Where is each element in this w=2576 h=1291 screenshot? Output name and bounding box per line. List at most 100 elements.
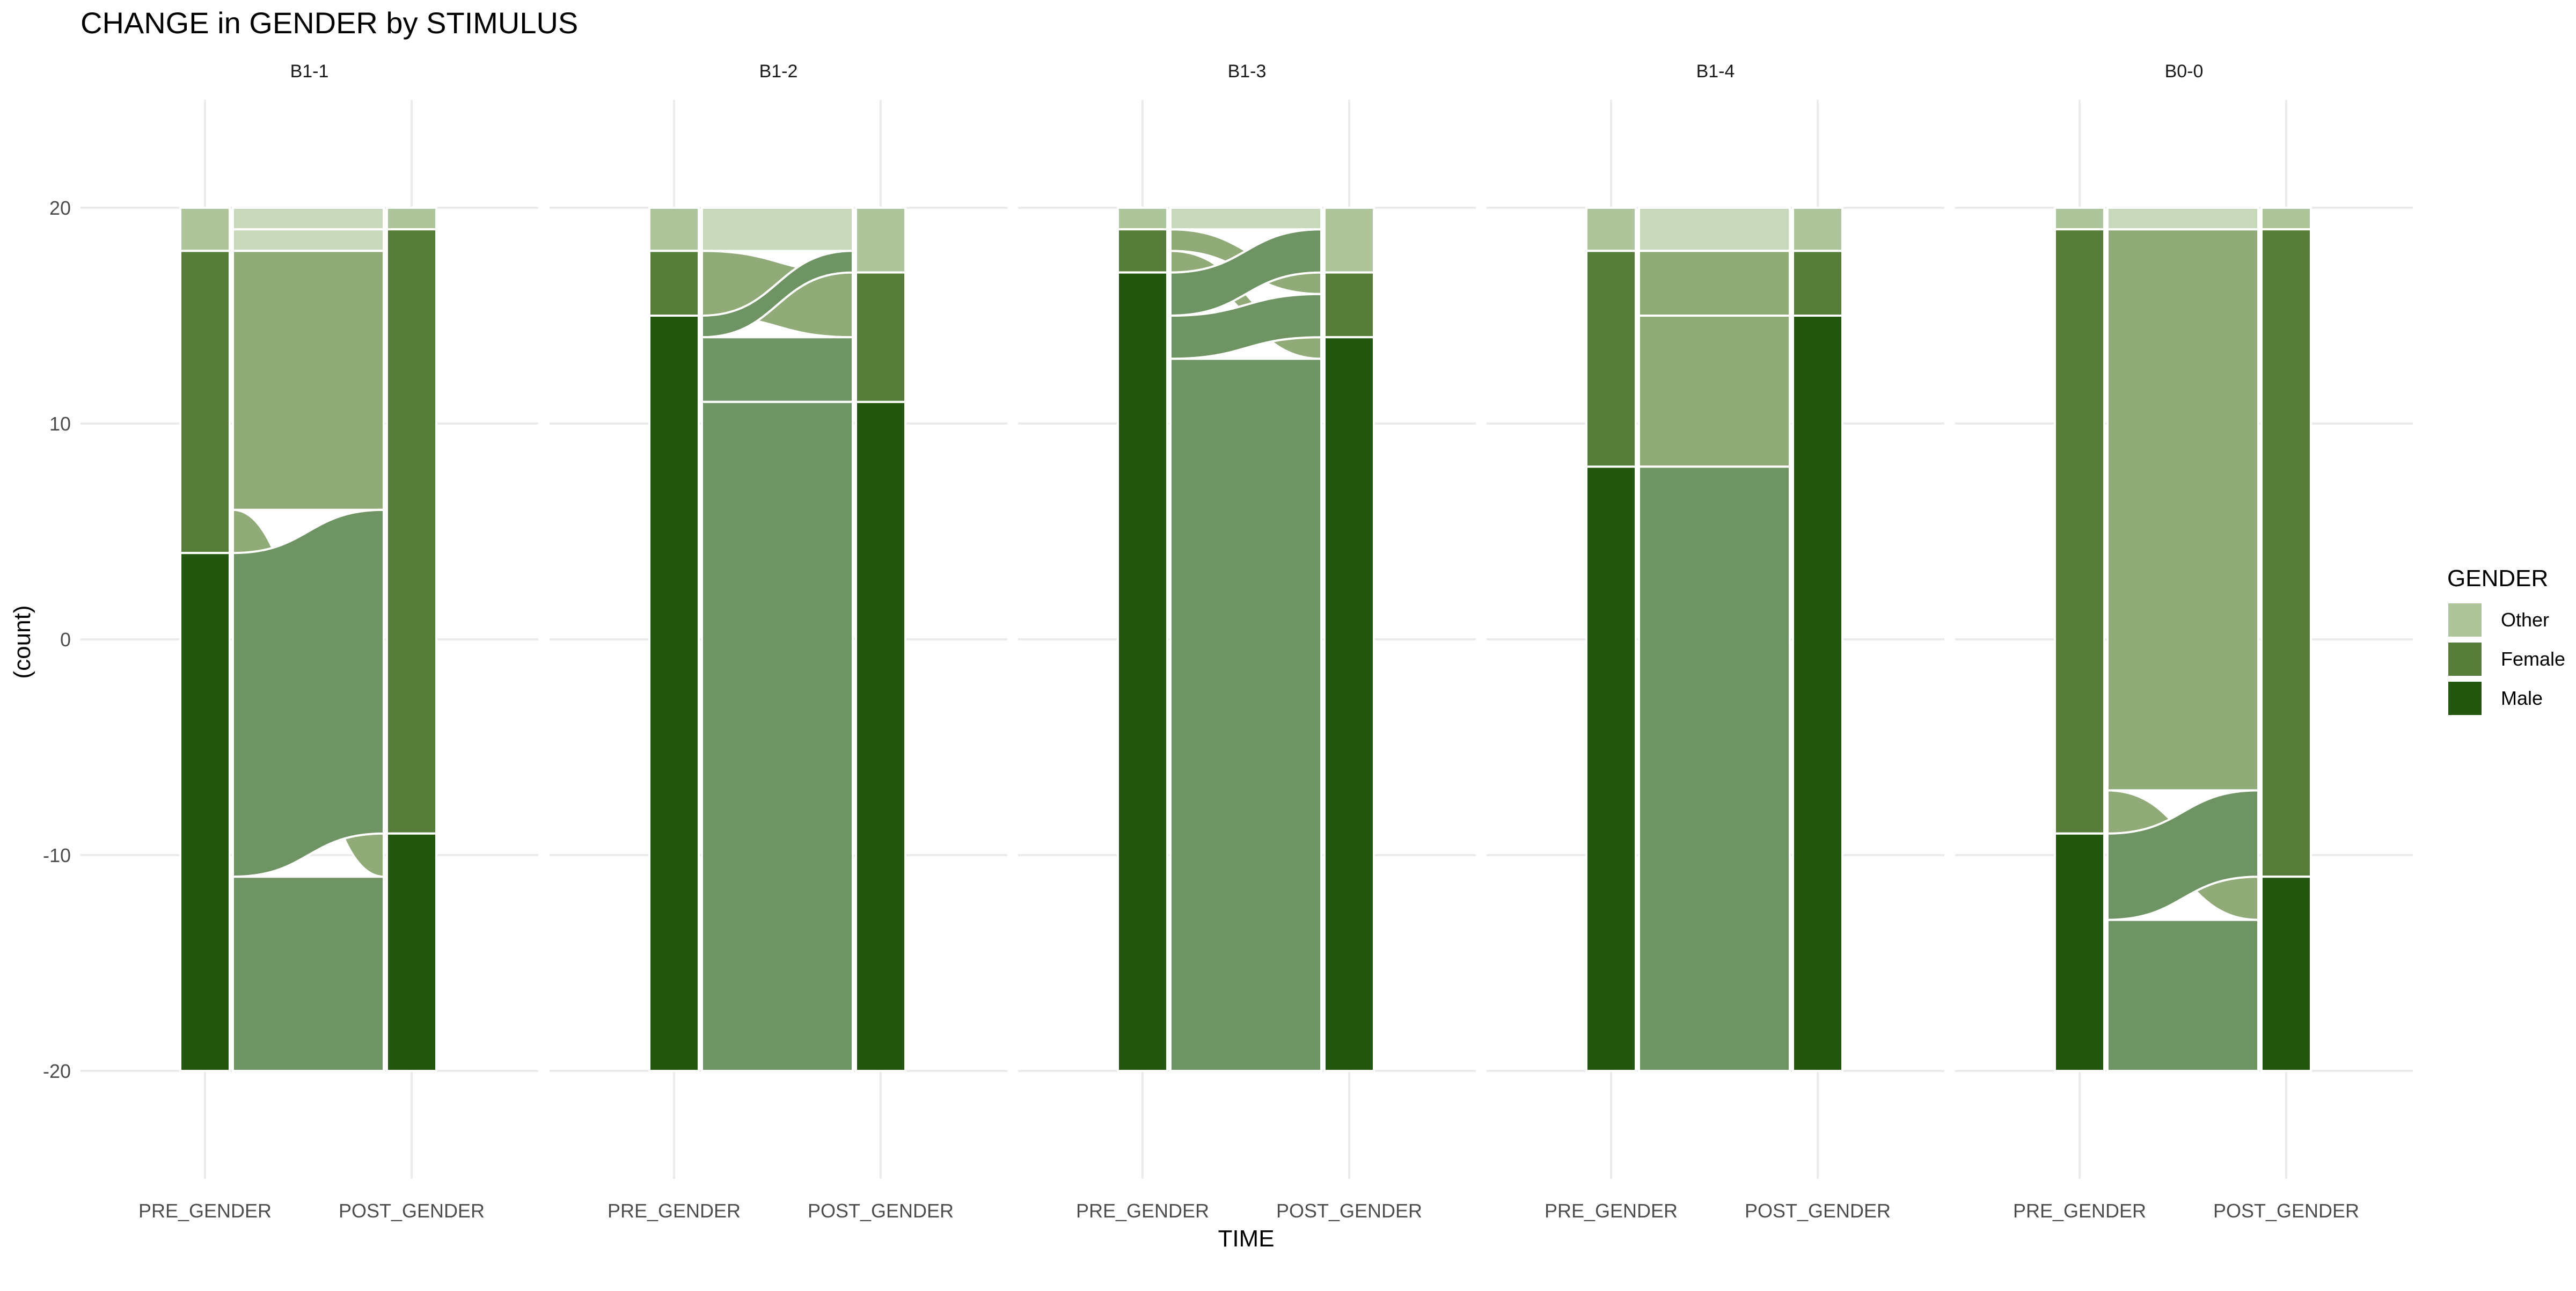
facet-panel-B0-0: B0-0 PRE_GENDER POST_GENDER xyxy=(1955,61,2413,1222)
strata xyxy=(648,207,906,1072)
legend: GENDER Other Female Male xyxy=(2447,565,2565,715)
flow-male-to-other xyxy=(701,250,854,339)
flow-male-to-male xyxy=(1638,465,1791,1073)
y-tick-label: -20 xyxy=(43,1060,71,1082)
flow-other-to-other xyxy=(701,206,854,252)
pre-stratum-female xyxy=(1585,250,1637,468)
flow-male-to-male xyxy=(232,876,385,1073)
x-tick-label: POST_GENDER xyxy=(808,1200,954,1222)
facet-label: B1-4 xyxy=(1696,61,1735,82)
post-stratum-female xyxy=(1792,250,1843,317)
post-stratum-other xyxy=(855,207,906,274)
strata xyxy=(1585,207,1843,1072)
flow-male-to-male xyxy=(1169,358,1322,1073)
x-tick-label: PRE_GENDER xyxy=(1545,1200,1678,1222)
post-stratum-female xyxy=(1323,271,1375,339)
x-tick-label: PRE_GENDER xyxy=(2013,1200,2146,1222)
y-tick-label: 0 xyxy=(60,629,71,651)
facet-panel-B1-2: B1-2 PRE_GENDER POST_GENDER xyxy=(550,61,1007,1222)
pre-stratum-male xyxy=(1585,465,1637,1072)
pre-stratum-other xyxy=(179,207,231,252)
flow-male-to-male xyxy=(2106,918,2259,1073)
flows xyxy=(1638,206,1791,1073)
flow-female-to-female xyxy=(1638,250,1791,317)
facet-panel-B1-3: B1-3 PRE_GENDER POST_GENDER xyxy=(1018,61,1476,1222)
facet-panels: B1-1 PRE_GENDER POST_GENDER B1-2 PRE_GENDER P… xyxy=(80,61,2413,1222)
post-stratum-male xyxy=(1792,315,1843,1072)
x-tick-label: POST_GENDER xyxy=(339,1200,485,1222)
flows xyxy=(2106,206,2259,1073)
flow-female-to-female xyxy=(2106,228,2259,792)
post-stratum-other xyxy=(1792,207,1843,252)
post-stratum-female xyxy=(2260,228,2312,878)
pre-stratum-male xyxy=(1117,271,1168,1073)
flows xyxy=(1169,206,1322,1073)
post-stratum-female xyxy=(386,228,437,835)
flow-male-to-female xyxy=(1169,293,1322,360)
post-stratum-male xyxy=(855,400,906,1072)
pre-stratum-other xyxy=(1585,207,1637,252)
y-tick-label: 10 xyxy=(49,413,71,435)
pre-stratum-female xyxy=(2054,228,2105,835)
post-stratum-other xyxy=(386,207,437,231)
flow-male-to-female xyxy=(701,336,854,403)
x-axis-title: TIME xyxy=(1218,1226,1274,1252)
x-tick-label: PRE_GENDER xyxy=(138,1200,272,1222)
post-stratum-other xyxy=(1323,207,1375,274)
pre-stratum-female xyxy=(648,250,700,317)
pre-stratum-male xyxy=(648,315,700,1072)
post-stratum-other xyxy=(2260,207,2312,231)
facet-label: B0-0 xyxy=(2165,61,2204,82)
flow-female-to-male xyxy=(1638,314,1791,468)
flow-male-to-male xyxy=(701,400,854,1073)
flow-other-to-other xyxy=(2106,206,2259,231)
pre-stratum-male xyxy=(2054,832,2105,1073)
pre-stratum-female xyxy=(1117,228,1168,274)
x-tick-label: POST_GENDER xyxy=(1745,1200,1891,1222)
facet-panel-B1-1: B1-1 PRE_GENDER POST_GENDER xyxy=(80,61,538,1222)
post-stratum-female xyxy=(855,271,906,403)
pre-stratum-other xyxy=(2054,207,2105,231)
flows xyxy=(701,206,854,1073)
post-stratum-male xyxy=(386,832,437,1073)
flow-other-to-other xyxy=(232,206,385,231)
facet-label: B1-2 xyxy=(759,61,798,82)
legend-title: GENDER xyxy=(2447,565,2548,592)
x-tick-label: PRE_GENDER xyxy=(1076,1200,1209,1222)
pre-stratum-female xyxy=(179,250,231,555)
strata xyxy=(179,207,437,1073)
flow-other-to-other xyxy=(1169,206,1322,231)
legend-key-female xyxy=(2448,643,2482,676)
flow-male-to-female xyxy=(232,508,385,878)
flows xyxy=(232,206,385,1073)
post-stratum-male xyxy=(1323,336,1375,1073)
strata xyxy=(2054,207,2312,1073)
flow-female-to-female xyxy=(232,250,385,511)
flow-male-to-female xyxy=(2106,789,2259,921)
pre-stratum-other xyxy=(1117,207,1168,231)
pre-stratum-male xyxy=(179,552,231,1072)
legend-label-male: Male xyxy=(2501,687,2543,709)
legend-label-other: Other xyxy=(2501,609,2549,631)
legend-label-female: Female xyxy=(2501,648,2565,670)
facet-label: B1-3 xyxy=(1228,61,1267,82)
flow-other-to-other xyxy=(1638,206,1791,252)
strata xyxy=(1117,207,1375,1073)
y-axis-title: (count) xyxy=(9,606,35,679)
chart-title: CHANGE in GENDER by STIMULUS xyxy=(80,6,578,40)
x-tick-label: POST_GENDER xyxy=(1276,1200,1422,1222)
x-tick-label: PRE_GENDER xyxy=(608,1200,741,1222)
y-axis-ticks: -20 -10 0 10 20 xyxy=(43,197,71,1082)
y-tick-label: 20 xyxy=(49,197,71,219)
pre-stratum-other xyxy=(648,207,700,252)
facet-label: B1-1 xyxy=(290,61,329,82)
facet-panel-B1-4: B1-4 PRE_GENDER POST_GENDER xyxy=(1487,61,1944,1222)
flow-other-to-female xyxy=(232,228,385,252)
legend-items: Other Female Male xyxy=(2448,603,2565,715)
legend-key-male xyxy=(2448,682,2482,715)
x-tick-label: POST_GENDER xyxy=(2213,1200,2359,1222)
y-tick-label: -10 xyxy=(43,844,71,866)
legend-key-other xyxy=(2448,603,2482,637)
